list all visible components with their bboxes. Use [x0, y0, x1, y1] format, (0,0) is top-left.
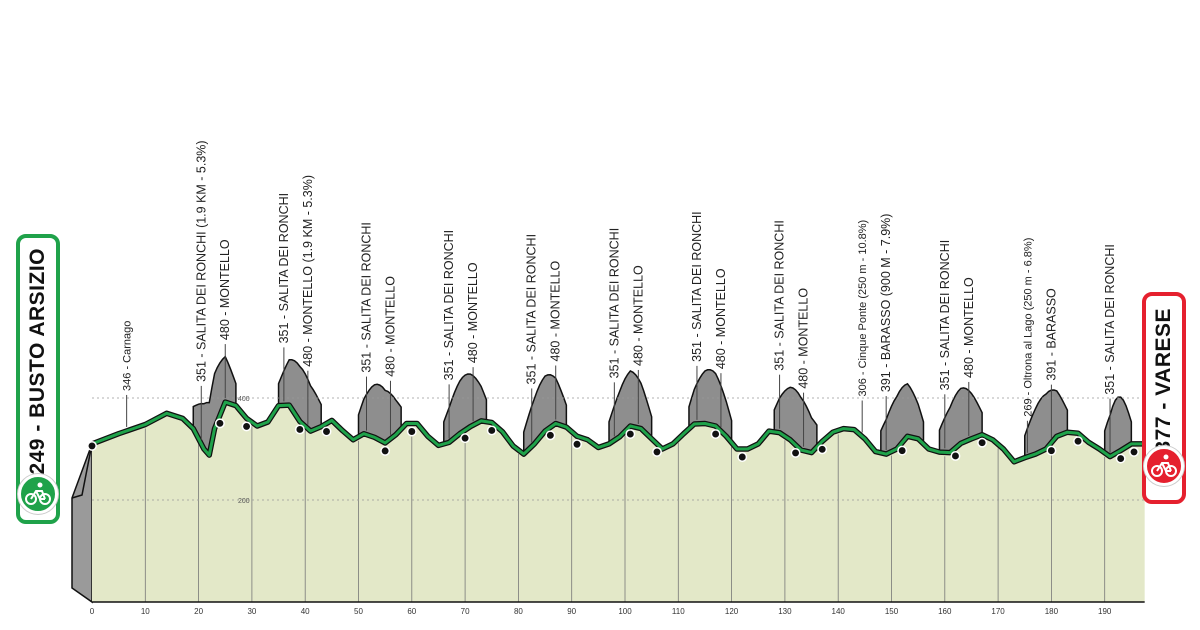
- terrain-top-edge: [71, 443, 93, 499]
- km-tick-label: 150: [885, 607, 899, 616]
- terrain-fill: [92, 402, 1145, 602]
- finish-badge: 377 - VARESE: [1142, 292, 1186, 504]
- km-tick-label: 10: [141, 607, 150, 616]
- route: [91, 399, 1145, 465]
- climb-annotation: 346 - Carnago: [122, 321, 134, 391]
- km-tick-label: 120: [725, 607, 739, 616]
- elevation-tick-label: 400: [238, 396, 250, 403]
- checkpoint-dot: [625, 429, 636, 439]
- checkpoint-dot: [710, 429, 721, 439]
- km-tick-label: 30: [247, 607, 256, 616]
- climb-annotation: 391 - BARASSO: [1044, 288, 1058, 381]
- checkpoint-dot: [737, 452, 748, 462]
- cyclist-icon: [1144, 446, 1184, 486]
- climb-annotation: 269 - Oltrona al Lago (250 m - 6.8%): [1022, 238, 1034, 417]
- route-line: [91, 400, 1145, 464]
- climb-annotation: 351 - SALITA DEI RONCHI: [1103, 244, 1117, 395]
- checkpoint-dot: [486, 425, 497, 436]
- checkpoint-dot: [87, 440, 97, 451]
- climb-annotation: 351 - SALITA DEI RONCHI: [607, 228, 621, 379]
- checkpoint-dot: [817, 444, 828, 455]
- checkpoint-dot: [652, 446, 662, 457]
- checkpoint-dot: [1073, 436, 1084, 447]
- km-tick-label: 80: [514, 607, 523, 616]
- km-tick-label: 40: [301, 607, 310, 616]
- km-tick-label: 140: [832, 607, 846, 616]
- checkpoint-dot: [977, 437, 988, 448]
- checkpoint-dot: [950, 451, 961, 461]
- km-tick-label: 110: [672, 607, 685, 616]
- climb-annotation: 480 - MONTELLO: [218, 239, 232, 340]
- km-tick-label: 190: [1098, 607, 1112, 616]
- km-tick-label: 90: [567, 607, 576, 616]
- km-tick-label: 60: [407, 607, 416, 616]
- climb-annotation: 351 - SALITA DEI RONCHI: [938, 240, 952, 391]
- checkpoint-dot: [241, 421, 252, 432]
- start-badge: 249 - BUSTO ARSIZIO: [16, 234, 60, 524]
- climb-annotation: 351 - SALITA DEI RONCHI (1.9 KM - 5.3%): [194, 140, 208, 382]
- annotations: 346 - Carnago 351 - SALITA DEI RONCHI (1.…: [122, 140, 1117, 453]
- climb-annotation: 351 - SALITA DEI RONCHI: [359, 222, 373, 373]
- checkpoint-dot: [1129, 446, 1139, 457]
- km-tick-label: 170: [991, 607, 1005, 616]
- climb-annotation: 351 - SALITA DEI RONCHI: [525, 234, 539, 385]
- climb-annotation: 480 - MONTELLO: [797, 288, 811, 389]
- km-tick-label: 100: [618, 607, 632, 616]
- elevation-tick-label: 200: [238, 498, 250, 505]
- km-tick-label: 50: [354, 607, 363, 616]
- climb-annotation: 391 - BARASSO (900 M - 7.9%): [879, 214, 893, 393]
- checkpoints: [87, 418, 1139, 464]
- km-tick-label: 160: [938, 607, 952, 616]
- climb-annotation: 351 - SALITA DEI RONCHI: [442, 230, 456, 381]
- climb-annotation: 480 - MONTELLO: [714, 268, 728, 369]
- terrain-side: [71, 443, 93, 604]
- checkpoint-dot: [460, 433, 471, 444]
- checkpoint-dot: [380, 445, 391, 456]
- climb-annotation: 480 - MONTELLO: [466, 262, 480, 363]
- cyclist-icon: [18, 474, 58, 514]
- checkpoint-dot: [1115, 453, 1126, 464]
- km-tick-label: 130: [778, 607, 792, 616]
- gridlines: 200 400: [92, 396, 1145, 602]
- km-tick-label: 70: [461, 607, 470, 616]
- climb-annotation: 351 - SALITA DEI RONCHI: [277, 193, 291, 344]
- checkpoint-dot: [1046, 445, 1057, 456]
- start-label: 249 - BUSTO ARSIZIO: [26, 248, 49, 475]
- km-axis: 0 10 20 30 40 50 60 70 80 90 100 110 120 130 140 150 160…: [90, 601, 1145, 616]
- checkpoint-dot: [897, 445, 908, 456]
- checkpoint-dot: [572, 439, 582, 450]
- checkpoint-dot: [321, 426, 332, 437]
- checkpoint-dot: [406, 426, 417, 437]
- climb-annotation: 480 - MONTELLO: [383, 276, 397, 377]
- finish-label: 377 - VARESE: [1152, 308, 1175, 453]
- climb-annotation: 480 - MONTELLO (1.9 KM - 5.3%): [301, 175, 315, 367]
- climb-annotation: 351 - SALITA DEI RONCHI: [690, 211, 704, 362]
- km-tick-label: 20: [194, 607, 203, 616]
- climb-annotation: 480 - MONTELLO: [631, 265, 645, 366]
- checkpoint-dot: [294, 424, 305, 435]
- checkpoint-dot: [214, 418, 225, 429]
- climb-annotation: 480 - MONTELLO: [549, 260, 563, 361]
- checkpoint-dot: [545, 430, 556, 441]
- climb-annotation: 306 - Cinque Ponte (250 m - 10.8%): [857, 220, 869, 397]
- climb-annotation: 480 - MONTELLO: [962, 277, 976, 378]
- km-tick-label: 180: [1045, 607, 1059, 616]
- climb-annotation: 351 - SALITA DEI RONCHI: [773, 220, 787, 371]
- km-tick-label: 0: [90, 607, 95, 616]
- checkpoint-dot: [790, 447, 801, 458]
